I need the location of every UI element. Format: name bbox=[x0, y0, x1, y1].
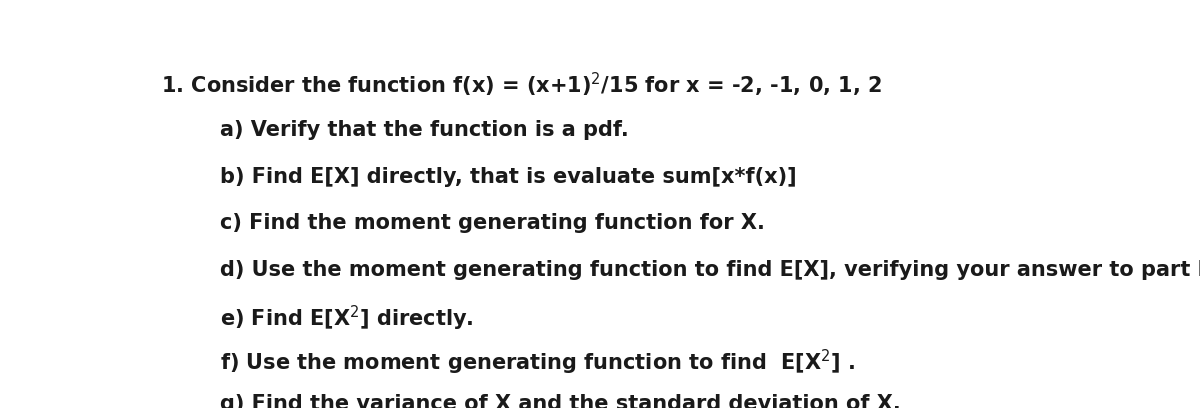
Text: f) Use the moment generating function to find  E[X$^2$] .: f) Use the moment generating function to… bbox=[220, 348, 856, 377]
Text: b) Find E[X] directly, that is evaluate sum[x*f(x)]: b) Find E[X] directly, that is evaluate … bbox=[220, 167, 797, 187]
Text: a) Verify that the function is a pdf.: a) Verify that the function is a pdf. bbox=[220, 120, 629, 140]
Text: 1. Consider the function f(x) = (x+1)$^2$/15 for x = -2, -1, 0, 1, 2: 1. Consider the function f(x) = (x+1)$^2… bbox=[161, 71, 882, 99]
Text: c) Find the moment generating function for X.: c) Find the moment generating function f… bbox=[220, 213, 764, 233]
Text: d) Use the moment generating function to find E[X], verifying your answer to par: d) Use the moment generating function to… bbox=[220, 260, 1200, 280]
Text: e) Find E[X$^2$] directly.: e) Find E[X$^2$] directly. bbox=[220, 304, 474, 333]
Text: g) Find the variance of X and the standard deviation of X.: g) Find the variance of X and the standa… bbox=[220, 394, 900, 408]
